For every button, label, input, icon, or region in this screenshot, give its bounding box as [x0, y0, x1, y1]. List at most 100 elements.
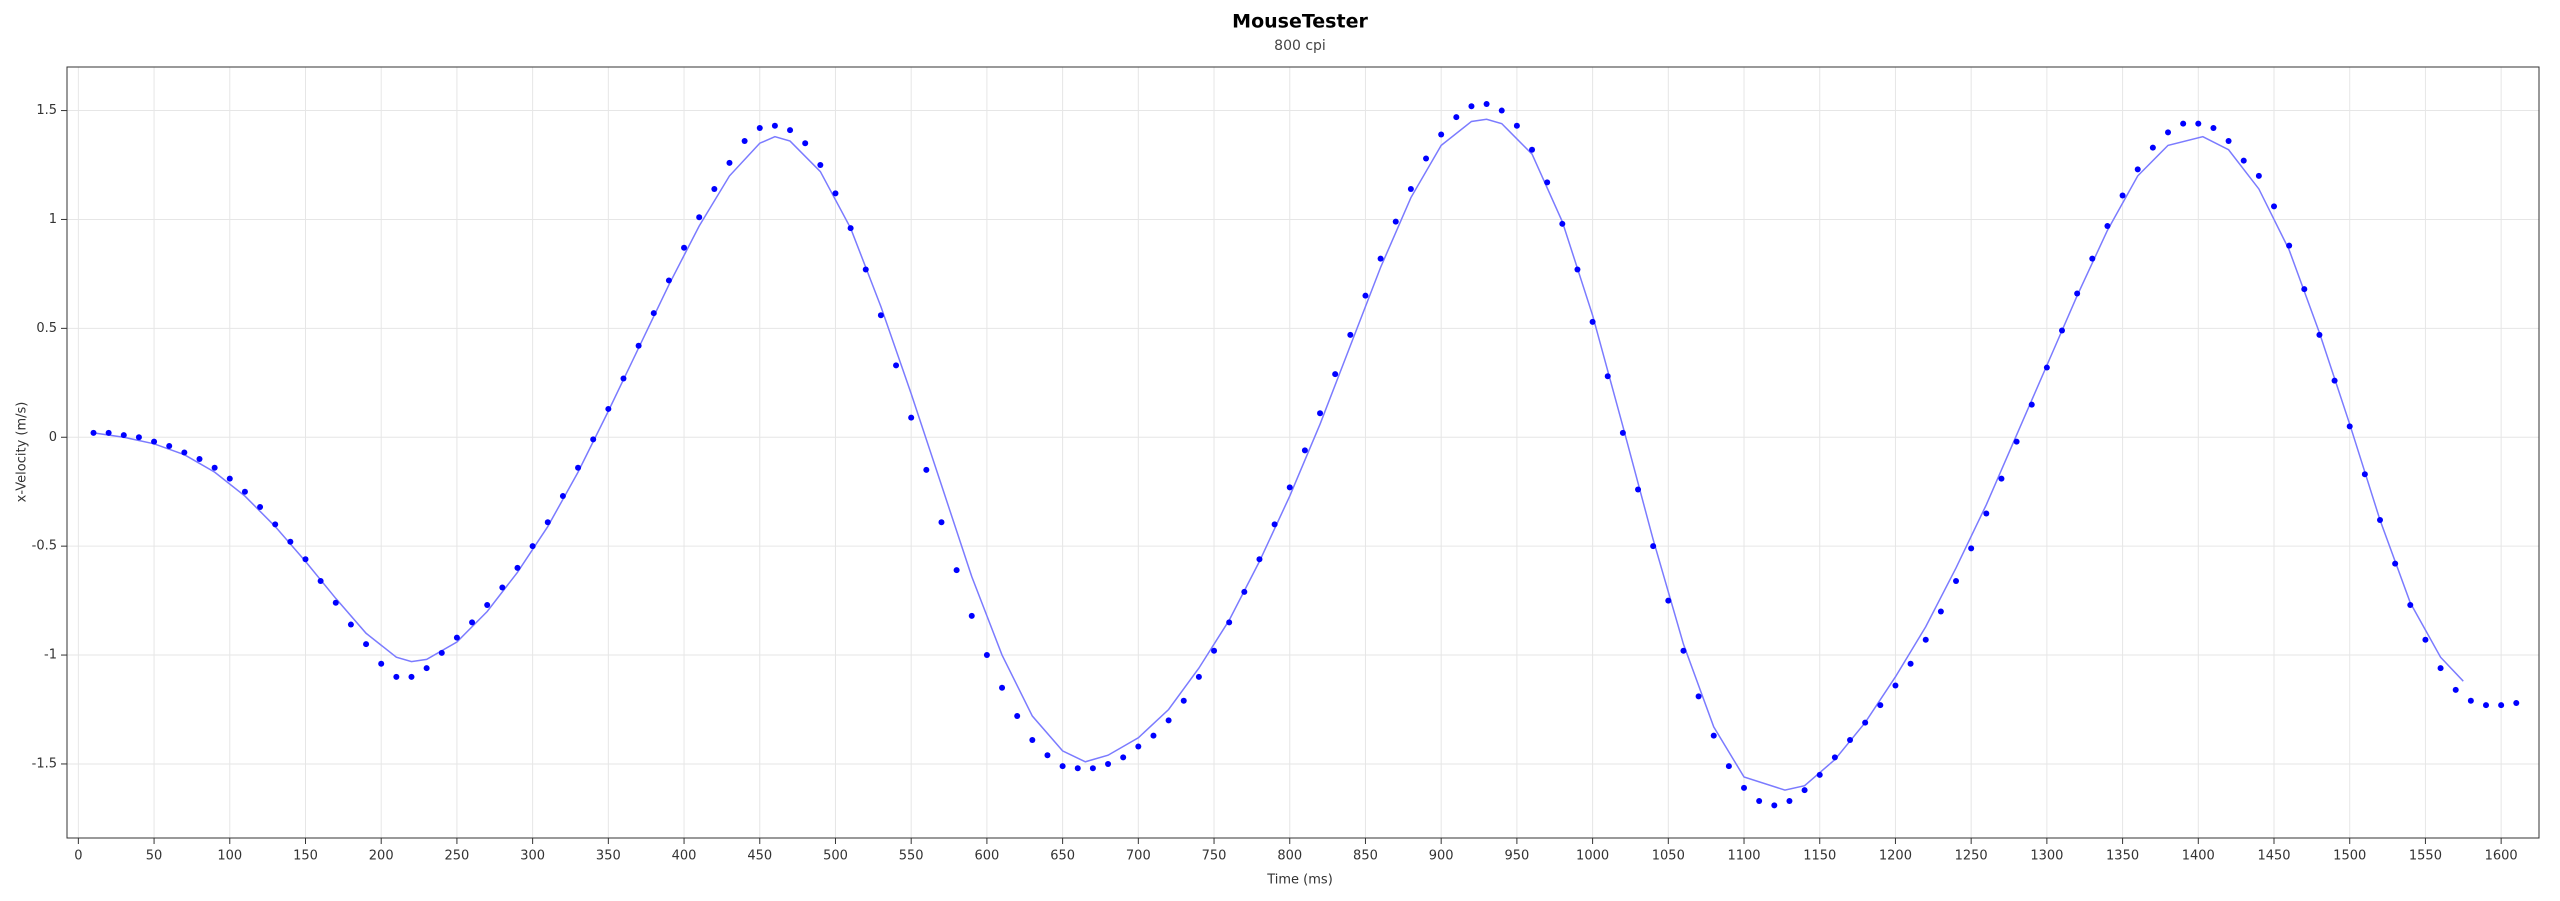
- data-point: [2361, 471, 2368, 478]
- x-tick-label: 0: [74, 849, 82, 864]
- data-point: [983, 652, 990, 659]
- data-point: [408, 673, 415, 680]
- data-point: [514, 564, 521, 571]
- data-point: [453, 634, 460, 641]
- data-point: [1226, 619, 1233, 626]
- data-point: [2119, 192, 2126, 199]
- data-point: [1044, 752, 1051, 759]
- data-point: [756, 124, 763, 131]
- x-tick-label: 1250: [1955, 849, 1988, 864]
- data-point: [2301, 286, 2308, 293]
- data-point: [2331, 377, 2338, 384]
- y-tick-label: 1.5: [36, 103, 57, 118]
- data-point: [1998, 475, 2005, 482]
- data-point: [90, 429, 97, 436]
- x-tick-label: 700: [1126, 849, 1151, 864]
- data-point: [257, 503, 264, 510]
- data-point: [2165, 129, 2172, 136]
- data-point: [832, 190, 839, 197]
- data-point: [2028, 401, 2035, 408]
- data-point: [620, 375, 627, 382]
- data-point: [681, 244, 688, 251]
- data-point: [1877, 702, 1884, 709]
- y-tick-label: 0: [49, 430, 57, 445]
- data-point: [1604, 373, 1611, 380]
- data-point: [1150, 732, 1157, 739]
- data-point: [665, 277, 672, 284]
- data-point: [1120, 754, 1127, 761]
- data-point: [529, 543, 536, 550]
- data-point: [2452, 686, 2459, 693]
- x-tick-label: 650: [1050, 849, 1075, 864]
- data-point: [196, 456, 203, 463]
- data-point: [862, 266, 869, 273]
- data-point: [1559, 220, 1566, 227]
- data-point: [2089, 255, 2096, 262]
- data-point: [544, 519, 551, 526]
- x-tick-label: 600: [974, 849, 999, 864]
- x-tick-label: 1300: [2030, 849, 2063, 864]
- data-point: [363, 641, 370, 648]
- data-point: [1741, 784, 1748, 791]
- data-point: [2240, 157, 2247, 164]
- data-point: [1544, 179, 1551, 186]
- data-point: [2195, 120, 2202, 127]
- data-point: [1907, 660, 1914, 667]
- data-point: [787, 127, 794, 134]
- data-point: [2286, 242, 2293, 249]
- data-point: [332, 599, 339, 606]
- data-point: [2013, 438, 2020, 445]
- data-point: [2210, 124, 2217, 131]
- data-point: [908, 414, 915, 421]
- x-tick-label: 100: [217, 849, 242, 864]
- data-point: [1937, 608, 1944, 615]
- data-point: [1332, 371, 1339, 378]
- data-point: [1286, 484, 1293, 491]
- data-point: [1438, 131, 1445, 138]
- data-point: [2422, 636, 2429, 643]
- data-point: [423, 665, 430, 672]
- y-tick-label: 1: [49, 212, 57, 227]
- data-point: [1831, 754, 1838, 761]
- data-point: [1241, 588, 1248, 595]
- data-point: [1029, 736, 1036, 743]
- data-point: [1786, 797, 1793, 804]
- data-point: [1014, 713, 1021, 720]
- x-tick-label: 550: [899, 849, 924, 864]
- data-point: [2180, 120, 2187, 127]
- data-point: [847, 225, 854, 232]
- data-point: [1089, 765, 1096, 772]
- data-point: [393, 673, 400, 680]
- data-point: [1665, 597, 1672, 604]
- data-point: [1513, 122, 1520, 129]
- data-point: [2498, 702, 2505, 709]
- x-tick-label: 500: [823, 849, 848, 864]
- x-tick-label: 1100: [1727, 849, 1760, 864]
- data-point: [1105, 760, 1112, 767]
- x-tick-label: 900: [1429, 849, 1454, 864]
- data-point: [1816, 771, 1823, 778]
- data-point: [2392, 560, 2399, 567]
- x-tick-label: 1550: [2409, 849, 2442, 864]
- data-point: [1589, 318, 1596, 325]
- data-point: [1483, 101, 1490, 108]
- data-point: [1862, 719, 1869, 726]
- x-tick-label: 450: [747, 849, 772, 864]
- data-point: [2255, 172, 2262, 179]
- data-point: [1377, 255, 1384, 262]
- data-point: [2074, 290, 2081, 297]
- data-point: [1165, 717, 1172, 724]
- data-point: [2467, 697, 2474, 704]
- data-point: [2346, 423, 2353, 430]
- x-tick-label: 1450: [2257, 849, 2290, 864]
- chart-subtitle: 800 cpi: [1274, 38, 1326, 54]
- data-point: [635, 342, 642, 349]
- x-tick-label: 1500: [2333, 849, 2366, 864]
- y-tick-label: -1.5: [32, 756, 57, 771]
- data-point: [347, 621, 354, 628]
- x-tick-label: 1200: [1879, 849, 1912, 864]
- data-point: [968, 612, 975, 619]
- data-point: [575, 464, 582, 471]
- data-point: [1574, 266, 1581, 273]
